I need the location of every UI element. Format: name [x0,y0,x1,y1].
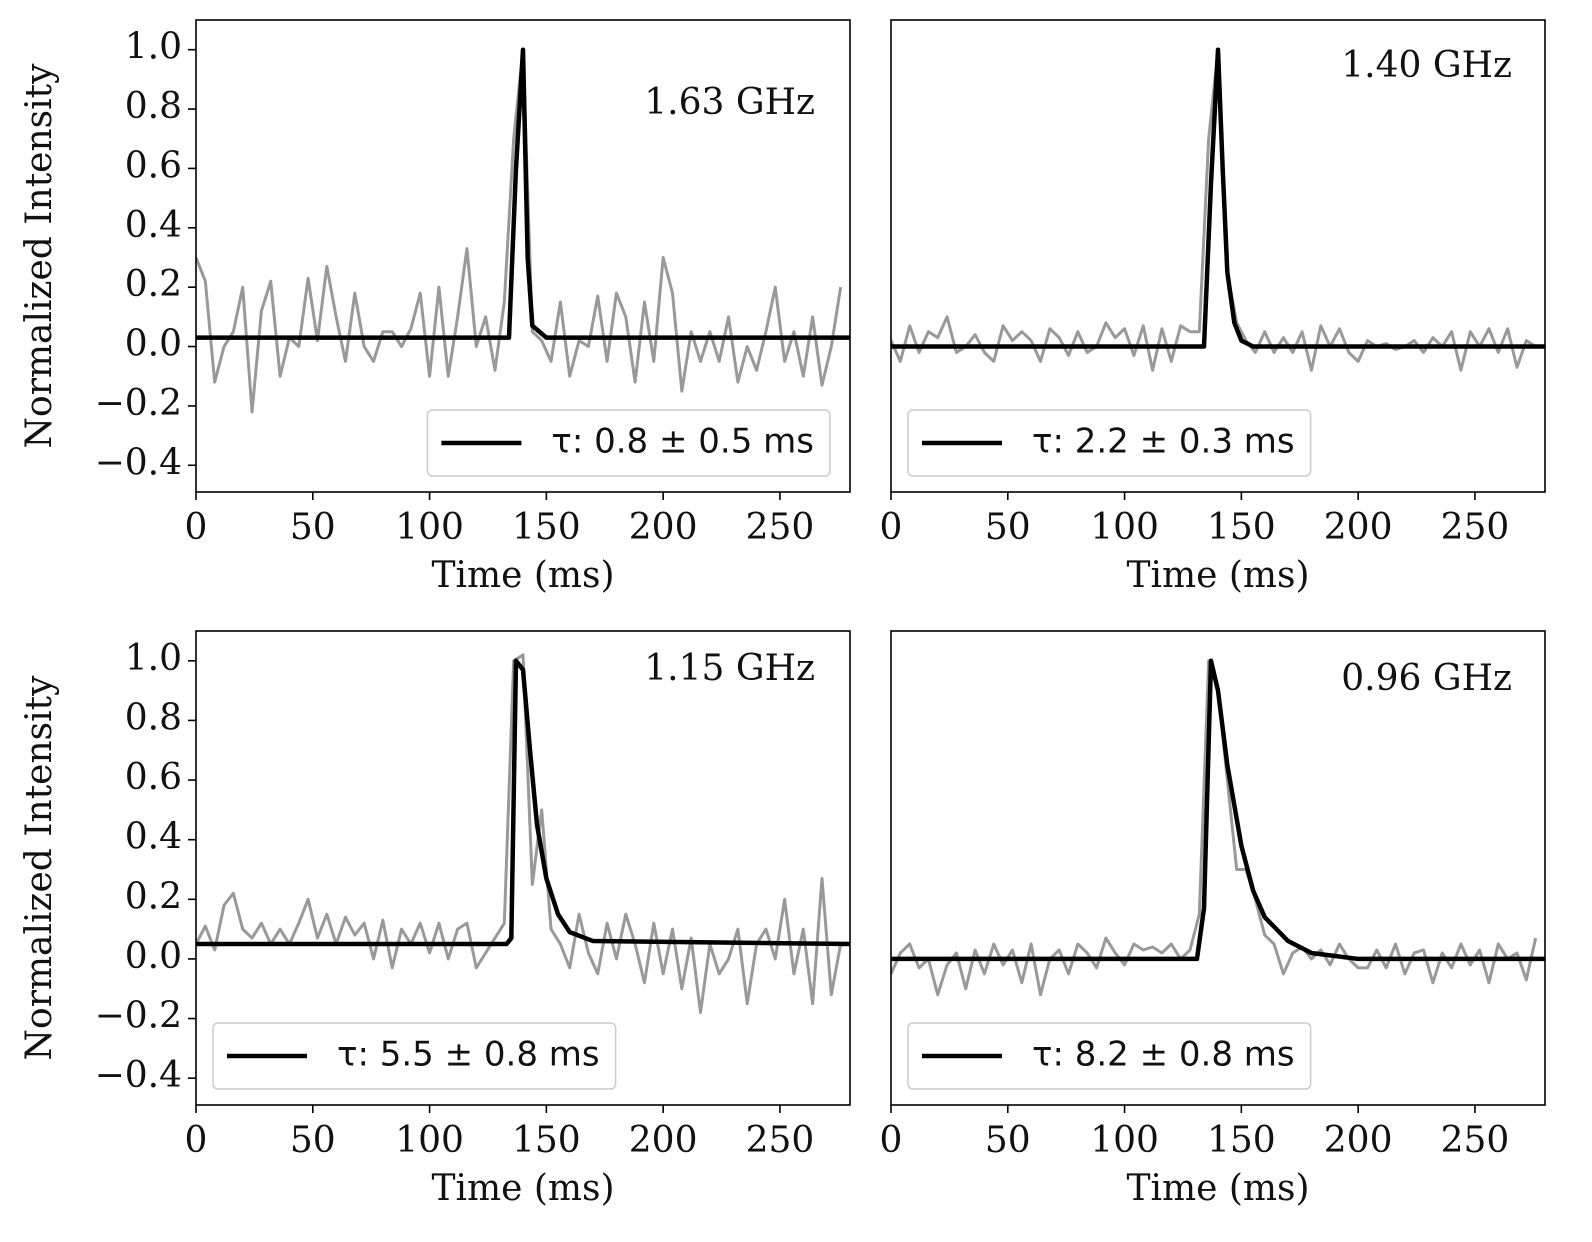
axes-frame [890,630,1546,1106]
annotation: 1.15 GHz [644,648,815,689]
series-line [196,47,850,340]
series-line [891,659,1538,997]
x-tick-label: 0 [880,1120,903,1161]
x-tick-label: 50 [290,507,336,548]
legend-label: τ: 8.2 ± 0.8 ms [1032,1035,1295,1075]
y-tick-label: 0.6 [125,757,182,798]
legend: τ: 2.2 ± 0.3 ms [907,409,1312,477]
x-tick-label: 100 [1090,1120,1159,1161]
x-tick-label: 200 [1324,507,1393,548]
y-tick-label: 0.0 [125,936,182,977]
legend-label: τ: 0.8 ± 0.5 ms [551,422,814,462]
y-tick-label: −0.2 [95,383,182,424]
annotation: 1.40 GHz [1341,45,1512,86]
x-axis-label: Time (ms) [431,1168,614,1209]
y-tick-label: 1.0 [125,638,182,679]
legend-frame [212,1022,617,1090]
x-tick-label: 100 [395,1120,464,1161]
x-tick-label: 250 [746,1120,815,1161]
legend-frame [426,409,831,477]
axes-frame [195,630,851,1106]
annotation: 1.63 GHz [644,82,815,123]
x-tick-label: 250 [1441,1120,1510,1161]
axes-frame [890,19,1546,493]
x-axis-label: Time (ms) [431,555,614,596]
x-tick-label: 0 [185,1120,208,1161]
annotation: 0.96 GHz [1341,658,1512,699]
x-tick-label: 50 [985,1120,1031,1161]
x-tick-label: 100 [1090,507,1159,548]
x-tick-label: 150 [1207,507,1276,548]
series-line [196,653,843,1015]
y-tick-label: −0.4 [95,1055,182,1096]
y-axis-label: Normalized Intensity [19,675,60,1061]
y-tick-label: −0.2 [95,996,182,1037]
y-tick-label: 0.4 [125,205,182,246]
y-tick-label: 0.0 [125,324,182,365]
x-tick-label: 200 [629,1120,698,1161]
y-tick-label: 0.4 [125,817,182,858]
legend-label: τ: 5.5 ± 0.8 ms [337,1035,600,1075]
x-tick-label: 0 [185,507,208,548]
x-axis-label: Time (ms) [1126,555,1309,596]
y-tick-label: 0.2 [125,264,182,305]
legend: τ: 0.8 ± 0.5 ms [426,409,831,477]
x-tick-label: 250 [1441,507,1510,548]
legend-frame [907,1022,1312,1090]
x-tick-label: 0 [880,507,903,548]
legend-label: τ: 2.2 ± 0.3 ms [1032,422,1295,462]
y-tick-label: 0.8 [125,86,182,127]
y-tick-label: 0.6 [125,145,182,186]
axes-frame [195,19,851,493]
legend: τ: 8.2 ± 0.8 ms [907,1022,1312,1090]
x-tick-label: 200 [1324,1120,1393,1161]
x-tick-label: 50 [290,1120,336,1161]
x-axis-label: Time (ms) [1126,1168,1309,1209]
series-line [891,658,1545,962]
x-tick-label: 100 [395,507,464,548]
series-line [891,47,1545,349]
y-tick-label: 0.8 [125,697,182,738]
series-line [196,658,850,947]
x-tick-label: 150 [512,507,581,548]
legend: τ: 5.5 ± 0.8 ms [212,1022,617,1090]
y-tick-label: −0.4 [95,442,182,483]
x-tick-label: 250 [746,507,815,548]
y-axis-label: Normalized Intensity [19,63,60,449]
y-tick-label: 0.2 [125,876,182,917]
x-tick-label: 200 [629,507,698,548]
y-tick-label: 1.0 [125,27,182,68]
x-tick-label: 50 [985,507,1031,548]
x-tick-label: 150 [512,1120,581,1161]
legend-frame [907,409,1312,477]
x-tick-label: 150 [1207,1120,1276,1161]
